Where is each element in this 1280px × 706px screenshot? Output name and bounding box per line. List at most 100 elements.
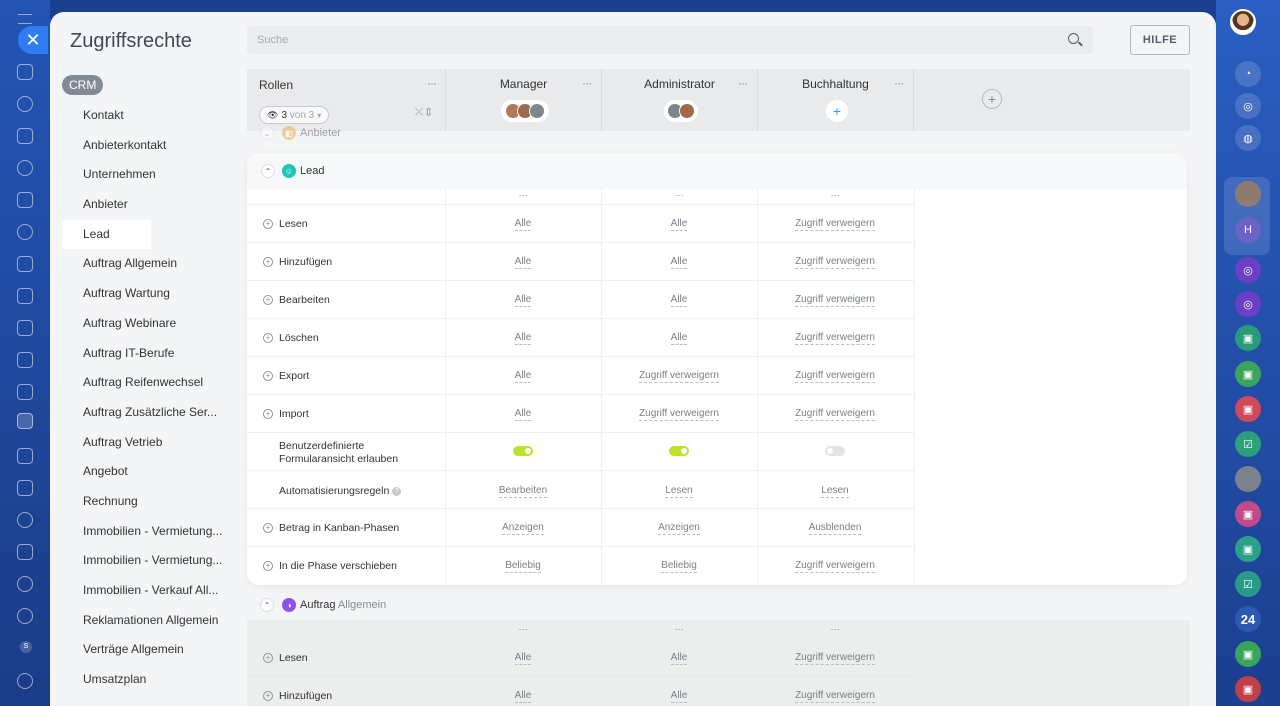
channel-icon[interactable]: ◎ bbox=[1235, 291, 1261, 317]
sidebar-item[interactable]: Immobilien - Vermietung... bbox=[83, 553, 223, 568]
add-member-button[interactable]: + bbox=[826, 100, 848, 122]
expand-icon[interactable]: + bbox=[263, 561, 273, 571]
automation-icon[interactable] bbox=[17, 512, 33, 528]
expand-icon[interactable]: + bbox=[263, 257, 273, 267]
permission-value[interactable]: Alle bbox=[514, 218, 532, 231]
permission-value[interactable]: Alle bbox=[670, 652, 688, 665]
permission-value[interactable]: Lesen bbox=[665, 485, 693, 498]
sidebar-item[interactable]: Anbieter bbox=[83, 197, 128, 212]
add-role-button[interactable]: + bbox=[982, 89, 1002, 109]
permission-value[interactable]: Ausblenden bbox=[808, 522, 862, 535]
chevron-up-icon[interactable]: ⌃ bbox=[260, 598, 274, 612]
permission-value[interactable]: Bearbeiten bbox=[498, 485, 548, 498]
lock-icon[interactable]: ▣ bbox=[1235, 325, 1261, 351]
inventory-icon[interactable] bbox=[17, 480, 33, 496]
feed-icon[interactable] bbox=[17, 96, 33, 112]
expand-icon[interactable]: + bbox=[263, 295, 273, 305]
sidebar-item[interactable]: Anbieterkontakt bbox=[83, 137, 167, 152]
calendar-icon[interactable] bbox=[17, 544, 33, 560]
permission-value[interactable]: Alle bbox=[670, 218, 688, 231]
expand-icon[interactable]: + bbox=[263, 523, 273, 533]
permission-value[interactable]: Zugriff verweigern bbox=[795, 370, 875, 383]
analytics-icon[interactable] bbox=[17, 352, 33, 368]
menu-icon[interactable] bbox=[18, 14, 32, 24]
tasks-icon[interactable] bbox=[17, 192, 33, 208]
permission-value[interactable]: Zugriff verweigern bbox=[795, 408, 875, 421]
sidebar-item[interactable]: Auftrag Zusätzliche Ser... bbox=[83, 404, 218, 419]
sidebar-item[interactable]: Auftrag Webinare bbox=[83, 315, 177, 330]
column-menu-icon[interactable]: ··· bbox=[894, 76, 904, 90]
settings-icon[interactable] bbox=[17, 673, 33, 689]
sites-icon[interactable] bbox=[17, 320, 33, 336]
chevron-down-icon[interactable]: ⌄ bbox=[260, 126, 274, 140]
expand-icon[interactable]: + bbox=[263, 691, 273, 701]
help-icon[interactable]: ? bbox=[392, 487, 402, 496]
column-menu-icon[interactable]: ··· bbox=[582, 76, 592, 90]
contact-initial-icon[interactable]: H bbox=[1235, 217, 1261, 243]
permission-value[interactable]: Alle bbox=[514, 332, 532, 345]
permission-value[interactable]: Alle bbox=[514, 370, 532, 383]
role-members[interactable] bbox=[664, 100, 698, 122]
chevron-up-icon[interactable]: ⌃ bbox=[261, 164, 275, 178]
permission-value[interactable]: Zugriff verweigern bbox=[639, 408, 719, 421]
search-icon[interactable] bbox=[1068, 33, 1079, 44]
payments-icon[interactable] bbox=[17, 288, 33, 304]
lock-icon[interactable]: ▣ bbox=[1235, 361, 1261, 387]
permission-toggle[interactable] bbox=[513, 446, 533, 456]
sidebar-item[interactable]: Reklamationen Allgemein bbox=[83, 612, 219, 627]
permission-value[interactable]: Zugriff verweigern bbox=[795, 218, 875, 231]
sidebar-item-active[interactable]: Lead bbox=[62, 219, 151, 250]
permission-value[interactable]: Alle bbox=[670, 294, 688, 307]
sidebar-item[interactable]: Auftrag Reifenwechsel bbox=[83, 375, 204, 390]
marketing-icon[interactable] bbox=[17, 608, 33, 624]
permission-value[interactable]: Lesen bbox=[821, 485, 849, 498]
permission-value[interactable]: Alle bbox=[514, 294, 532, 307]
roles-menu-icon[interactable]: ··· bbox=[427, 76, 437, 90]
contact-avatar[interactable] bbox=[1235, 181, 1261, 207]
permission-value[interactable]: Alle bbox=[514, 652, 532, 665]
permission-value[interactable]: Zugriff verweigern bbox=[639, 370, 719, 383]
lock-icon[interactable]: ▣ bbox=[1235, 396, 1261, 422]
permission-value[interactable]: Zugriff verweigern bbox=[795, 690, 875, 703]
permission-value[interactable]: Zugriff verweigern bbox=[795, 332, 875, 345]
expand-icon[interactable]: + bbox=[263, 653, 273, 663]
lock-icon[interactable]: ▣ bbox=[1235, 501, 1261, 527]
sidebar-item[interactable]: Auftrag Vetrieb bbox=[83, 434, 163, 449]
collapse-expand-icon[interactable]: ⤫ ⇳ bbox=[415, 107, 432, 118]
expand-icon[interactable]: + bbox=[263, 409, 273, 419]
badge-24[interactable]: 24 bbox=[1235, 606, 1261, 632]
permission-value[interactable]: Alle bbox=[514, 690, 532, 703]
permission-value[interactable]: Zugriff verweigern bbox=[795, 652, 875, 665]
sidebar-item[interactable]: Angebot bbox=[83, 464, 128, 479]
sidebar-item[interactable]: Immobilien - Verkauf All... bbox=[83, 583, 219, 597]
crm-icon[interactable] bbox=[17, 413, 33, 429]
lock-icon[interactable]: ▣ bbox=[1235, 676, 1261, 702]
role-filter[interactable]: 👁 3 von 3 ▾ bbox=[259, 106, 330, 124]
permission-value[interactable]: Anzeigen bbox=[502, 522, 544, 535]
lock-icon[interactable]: ▣ bbox=[1235, 536, 1261, 562]
permission-value[interactable]: Alle bbox=[670, 256, 688, 269]
role-members[interactable] bbox=[501, 100, 549, 122]
permission-value[interactable]: Zugriff verweigern bbox=[795, 256, 875, 269]
permission-value[interactable]: Alle bbox=[514, 408, 532, 421]
sign-icon[interactable] bbox=[17, 448, 33, 464]
user-avatar[interactable] bbox=[1230, 9, 1256, 35]
permission-toggle[interactable] bbox=[825, 446, 845, 456]
help-button[interactable]: HILFE bbox=[1130, 25, 1190, 55]
sidebar-item[interactable]: Immobilien - Vermietung... bbox=[83, 523, 223, 538]
check-icon[interactable]: ☑ bbox=[1235, 431, 1261, 457]
group-avatar[interactable] bbox=[1235, 466, 1261, 492]
signal-icon[interactable]: ◎ bbox=[1235, 93, 1261, 119]
permission-value[interactable]: Alle bbox=[670, 332, 688, 345]
sidebar-item[interactable]: Auftrag Allgemein bbox=[83, 256, 178, 271]
permission-toggle[interactable] bbox=[669, 446, 689, 456]
sidebar-item[interactable]: Rechnung bbox=[83, 493, 138, 508]
permission-value[interactable]: Beliebig bbox=[505, 560, 541, 573]
permission-value[interactable]: Zugriff verweigern bbox=[795, 294, 875, 307]
sidebar-item[interactable]: Kontakt bbox=[83, 108, 124, 122]
permission-value[interactable]: Alle bbox=[670, 690, 688, 703]
documents-icon[interactable] bbox=[17, 128, 33, 144]
sidebar-item[interactable]: Auftrag IT-Berufe bbox=[83, 345, 175, 360]
shop-icon[interactable] bbox=[17, 384, 33, 400]
sidebar-item[interactable]: Umsatzplan bbox=[83, 672, 147, 687]
